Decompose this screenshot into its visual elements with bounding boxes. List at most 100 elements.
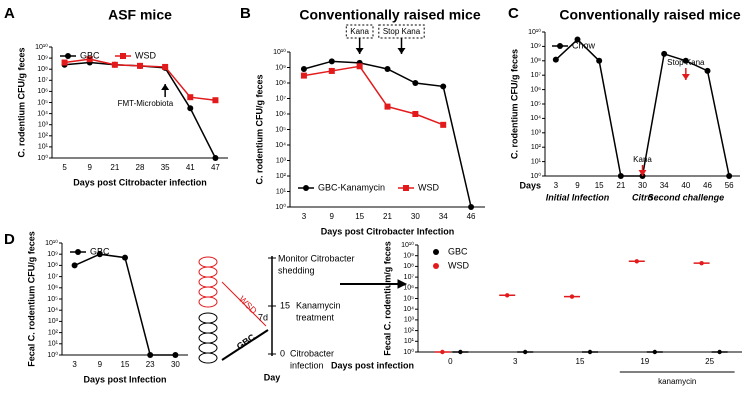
marker — [569, 294, 575, 299]
marker — [596, 57, 603, 64]
kana-label: treatment — [296, 312, 335, 322]
marker — [661, 50, 668, 57]
marker — [328, 67, 335, 74]
y-tick-label: 10⁸ — [47, 262, 58, 269]
y-tick-label: 10⁶ — [37, 88, 48, 95]
x-axis-label: Days post infection — [331, 360, 414, 370]
wsd-arrow — [221, 281, 267, 327]
y-tick-label: 10⁹ — [47, 251, 58, 258]
annotation: Initial Infection — [546, 192, 610, 202]
marker — [75, 249, 81, 255]
y-tick-label: 10¹ — [531, 158, 542, 165]
marker — [505, 293, 510, 298]
y-axis-label: Fecal C. rodentium CFU/g feces — [26, 231, 36, 367]
marker — [412, 111, 419, 117]
marker — [552, 56, 559, 63]
x-axis-label: Days post Infection — [83, 374, 166, 384]
arrow-head — [397, 48, 406, 54]
y-tick-label: 10³ — [276, 157, 287, 164]
wsd-label: WSD — [237, 294, 259, 316]
x-tick-label: 3 — [513, 357, 518, 366]
x-tick-label: 25 — [705, 357, 714, 366]
mouse — [198, 276, 218, 288]
marker — [574, 36, 581, 43]
x-tick-label: 15 — [355, 212, 364, 221]
y-axis-label: C. rodentium CFU/g feces — [509, 49, 519, 159]
x-tick-label: 30 — [411, 212, 420, 221]
y-tick-label: 10² — [38, 133, 49, 140]
y-tick-label: 10⁹ — [403, 253, 414, 260]
marker — [187, 94, 194, 101]
y-tick-label: 10⁶ — [530, 86, 541, 93]
panel-letter: C — [508, 5, 519, 22]
x-tick-label: 0 — [448, 357, 453, 366]
y-tick-label: 10³ — [48, 318, 59, 325]
y-tick-label: 10⁰ — [403, 348, 414, 356]
x-tick-label: 28 — [136, 163, 145, 172]
marker — [617, 173, 624, 179]
marker — [328, 58, 335, 65]
x-tick-label: 9 — [330, 212, 335, 221]
y-tick-label: 10² — [531, 144, 542, 151]
y-tick-label: 10¹⁰ — [45, 239, 58, 247]
y-tick-label: 10¹⁰ — [528, 28, 541, 36]
legend-label: WSD — [135, 50, 156, 60]
y-tick-label: 10¹⁰ — [35, 43, 48, 51]
legend-label: WSD — [418, 182, 439, 192]
series-line — [74, 253, 176, 356]
annotation: Citro — [632, 192, 653, 202]
marker — [147, 352, 154, 358]
y-tick-label: 10⁸ — [403, 263, 414, 270]
legend-label: Chow — [572, 40, 596, 50]
x-tick-label: 21 — [110, 163, 119, 172]
gbc-mice — [198, 312, 269, 364]
legend-label: GBC — [80, 50, 100, 60]
y-tick-label: 10⁷ — [531, 72, 542, 79]
x-tick-label: 47 — [211, 163, 220, 172]
marker — [356, 63, 363, 70]
marker — [652, 349, 657, 355]
panel-letter: A — [4, 5, 15, 22]
arrow-head — [681, 74, 690, 80]
x-tick-label: 9 — [87, 163, 92, 172]
y-tick-label: 10⁴ — [403, 306, 414, 313]
day-label: 0 — [280, 348, 285, 358]
marker — [587, 349, 593, 355]
y-tick-label: 10⁸ — [530, 58, 541, 65]
marker — [303, 185, 309, 191]
legend-label: GBC — [90, 246, 110, 256]
marker — [384, 103, 391, 110]
marker — [433, 249, 439, 255]
x-tick-label: 23 — [146, 360, 155, 369]
marker — [111, 61, 118, 68]
y-axis-label: C. rodentium CFU/g feces — [254, 74, 264, 184]
y-tick-label: 10⁰ — [37, 154, 48, 162]
marker — [120, 53, 126, 59]
y-tick-label: 10⁴ — [275, 142, 286, 149]
marker — [61, 59, 68, 66]
panel-letter: B — [240, 5, 251, 22]
x-tick-label: 30 — [638, 181, 647, 190]
days-label: 7d — [258, 312, 268, 322]
x-tick-label: 15 — [576, 357, 585, 366]
group-label: kanamycin — [658, 377, 696, 386]
y-tick-label: 10⁶ — [47, 285, 58, 292]
x-axis-label: Days post Citrobacter infection — [73, 177, 207, 187]
x-tick-label: 46 — [703, 181, 712, 190]
diagram — [198, 256, 408, 364]
y-tick-label: 10² — [276, 173, 287, 180]
chart-title: Conventionally raised mice — [299, 7, 480, 23]
legend-label: GBC — [448, 246, 468, 256]
y-tick-label: 10¹ — [404, 338, 415, 345]
y-axis-label: C. rodentium CFU/g feces — [16, 47, 26, 157]
y-tick-label: 10⁹ — [530, 43, 541, 50]
kana-label: Kanamycin — [296, 300, 341, 310]
arrow-head — [638, 170, 647, 176]
mouse — [198, 266, 218, 278]
x-tick-label: 21 — [616, 181, 625, 190]
y-tick-label: 10⁷ — [276, 95, 287, 102]
infection-label: Citrobacter — [290, 348, 334, 358]
gbc-arrow — [221, 329, 269, 361]
infection-label: infection — [290, 360, 324, 370]
